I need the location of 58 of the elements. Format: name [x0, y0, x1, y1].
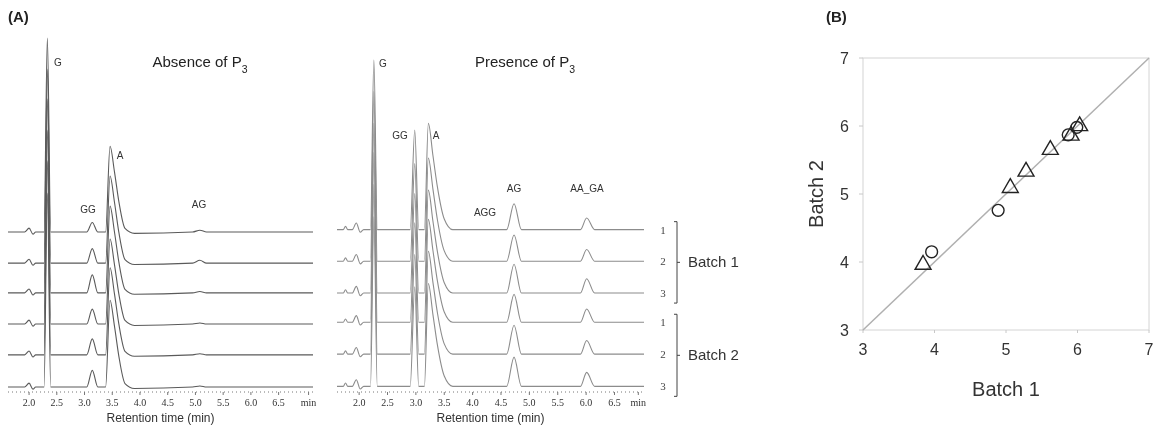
x-tick-label: 6.5 — [272, 397, 285, 408]
y-tick-label: 3 — [840, 322, 850, 339]
y-tick-label: 5 — [840, 186, 850, 203]
x-axis-title: Retention time (min) — [436, 411, 545, 425]
y-tick-label: 7 — [840, 50, 850, 67]
x-tick-label: 2.0 — [352, 397, 366, 408]
x-axis-title: Retention time (min) — [106, 411, 215, 425]
x-tick-label: 5.5 — [216, 397, 230, 408]
annotation: A — [116, 150, 124, 161]
x-tick-label: 5.0 — [523, 397, 536, 408]
annotation: AGG — [473, 207, 497, 218]
text: (A) — [8, 8, 29, 25]
text: Absence of P$_{3}$ — [152, 53, 248, 75]
x-tick-label: 6.5 — [608, 397, 621, 408]
x-tick-label: 4 — [930, 341, 940, 358]
y-tick-label: 4 — [840, 254, 850, 271]
series-label: 3 — [660, 287, 667, 300]
x-tick-label: 4.0 — [133, 397, 147, 408]
x-tick-label: 3 — [858, 341, 868, 358]
annotation: G — [379, 58, 388, 69]
text: (B) — [826, 8, 847, 25]
annotation: AG — [506, 183, 522, 194]
x-tick-label: 2.5 — [381, 397, 394, 408]
x-tick-label: 3.5 — [106, 397, 119, 408]
x-tick-label: 3.5 — [438, 397, 451, 408]
annotation: G — [54, 57, 63, 68]
x-tick-label: 2.5 — [50, 397, 64, 408]
annotation: AA_GA — [570, 183, 604, 194]
text: Batch 1 — [688, 253, 739, 271]
annotation: GG — [392, 130, 408, 141]
series-label: 2 — [660, 348, 666, 361]
x-tick-label: min — [300, 397, 317, 408]
x-tick-label: 3.0 — [78, 397, 91, 408]
x-tick-label: 6 — [1073, 341, 1083, 358]
x-axis-title: Batch 1 — [972, 378, 1040, 400]
x-tick-label: 3.0 — [409, 397, 423, 408]
series-label: 1 — [660, 223, 666, 236]
annotation: AG — [191, 199, 207, 210]
annotation: A — [432, 130, 440, 141]
annotation: GG — [80, 204, 96, 215]
x-tick-label: 6.0 — [244, 397, 258, 408]
x-tick-label: 4.5 — [161, 397, 174, 408]
x-tick-label: 4.0 — [466, 397, 479, 408]
x-tick-label: 4.5 — [494, 397, 508, 408]
x-tick-label: 7 — [1144, 341, 1154, 358]
series-label: 1 — [660, 316, 666, 329]
x-tick-label: 2.0 — [22, 397, 36, 408]
series-label: 3 — [660, 380, 667, 393]
chart-title: Presence of P$_{3}$ — [474, 53, 576, 75]
text: Batch 2 — [688, 346, 739, 364]
x-tick-label: 5.5 — [551, 397, 564, 408]
x-tick-label: 6.0 — [579, 397, 593, 408]
y-axis-title: Batch 2 — [805, 160, 827, 228]
y-tick-label: 6 — [840, 118, 850, 135]
x-tick-label: min — [630, 397, 647, 408]
x-tick-label: 5.0 — [189, 397, 202, 408]
series-label: 2 — [660, 255, 666, 268]
x-tick-label: 5 — [1001, 341, 1011, 358]
